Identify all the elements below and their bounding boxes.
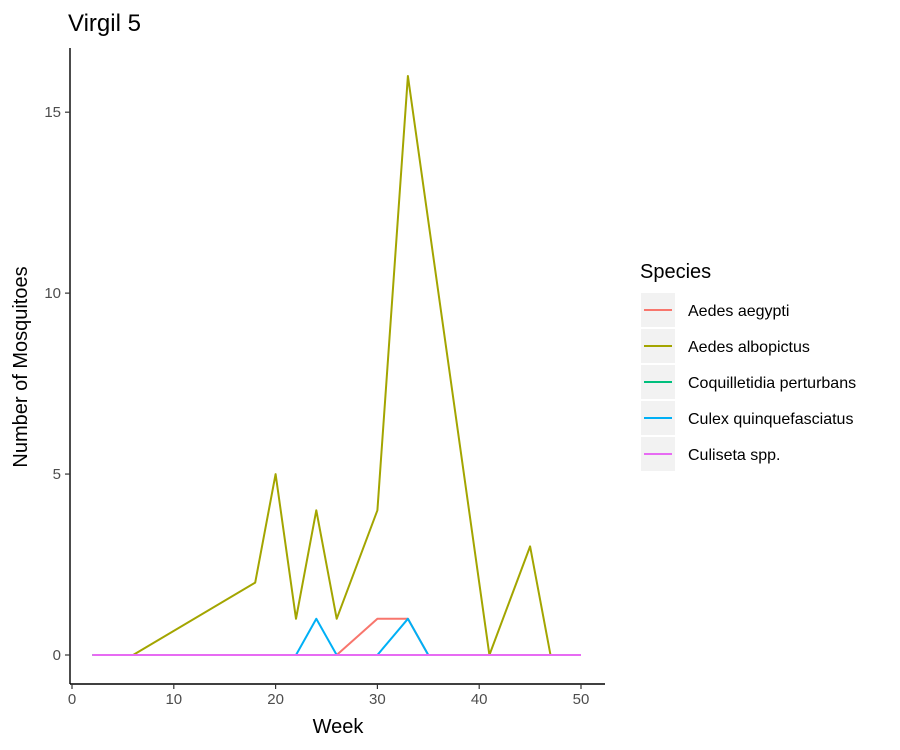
legend-item: Aedes albopictus (641, 329, 810, 363)
series-line-2 (92, 75, 581, 656)
x-axis-title: Week (313, 716, 365, 738)
x-tick-label: 10 (165, 691, 182, 708)
y-tick-label: 5 (53, 466, 61, 483)
x-tick-label: 20 (267, 691, 284, 708)
legend-item: Coquilletidia perturbans (641, 365, 856, 399)
series-line-1 (92, 617, 581, 656)
y-axis: 0 5 10 15 (44, 48, 71, 684)
legend-title: Species (640, 261, 711, 283)
legend-label: Culiseta spp. (688, 447, 781, 464)
x-axis: 0 10 20 30 40 50 (68, 683, 605, 708)
legend-item: Culiseta spp. (641, 437, 781, 471)
legend-item: Culex quinquefasciatus (641, 401, 853, 435)
x-tick-label: 0 (68, 691, 76, 708)
y-axis-title: Number of Mosquitoes (10, 266, 32, 467)
legend-item: Aedes aegypti (641, 293, 789, 327)
plot-area (92, 75, 581, 656)
legend-label: Aedes aegypti (688, 303, 789, 320)
y-tick-label: 15 (44, 104, 61, 121)
series-line-4 (92, 617, 581, 656)
legend-label: Culex quinquefasciatus (688, 411, 853, 428)
x-tick-label: 40 (471, 691, 488, 708)
legend: Species Aedes aegypti Aedes albopictus Coq… (640, 261, 856, 471)
chart-title: Virgil 5 (68, 10, 141, 37)
legend-label: Aedes albopictus (688, 339, 810, 356)
y-tick-label: 10 (44, 285, 61, 302)
y-tick-label: 0 (53, 647, 61, 664)
x-tick-label: 50 (573, 691, 590, 708)
legend-label: Coquilletidia perturbans (688, 375, 856, 392)
x-tick-label: 30 (369, 691, 386, 708)
